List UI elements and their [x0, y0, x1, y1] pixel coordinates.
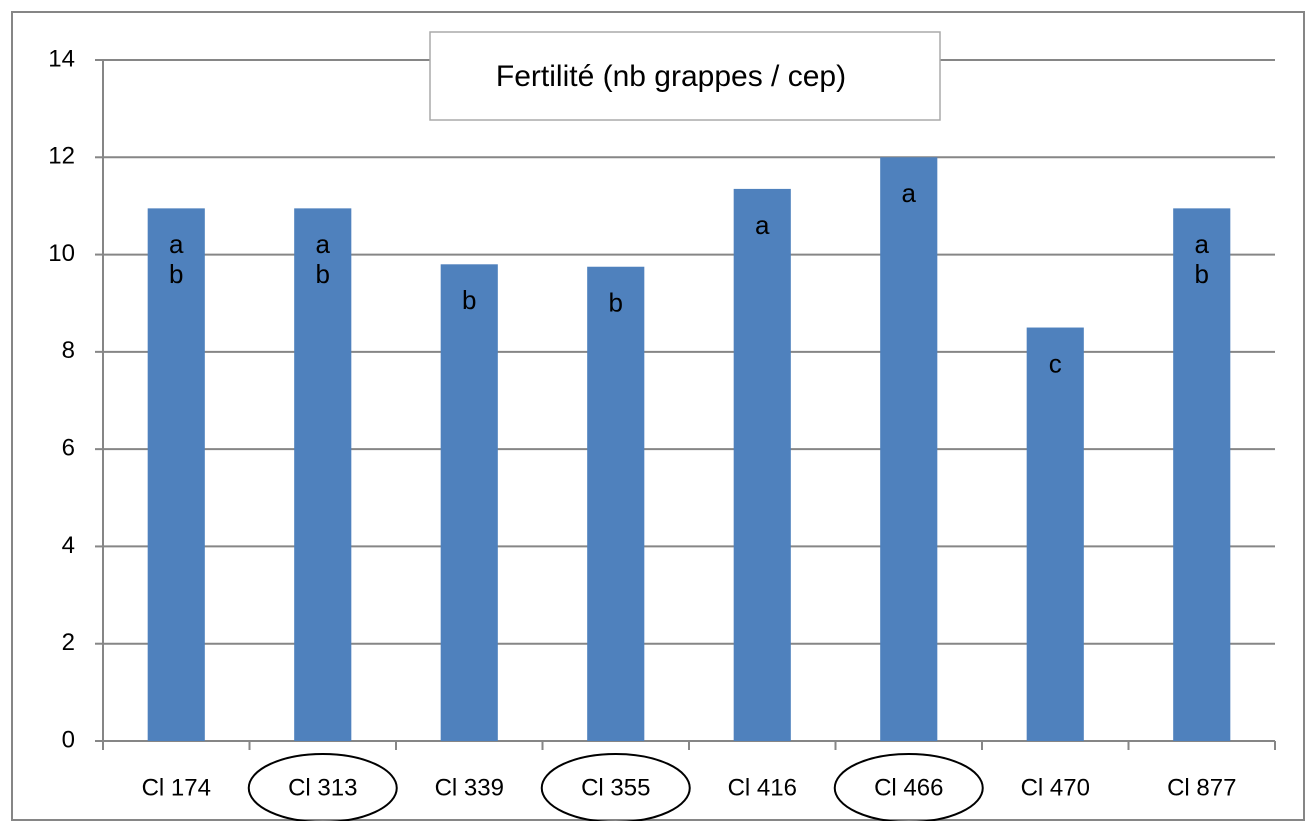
x-tick-label: Cl 174 [142, 774, 211, 801]
bar [1026, 327, 1084, 741]
group-label: b [609, 288, 623, 318]
x-tick-label: Cl 313 [288, 774, 357, 801]
y-tick-label: 12 [48, 143, 75, 170]
bar [440, 264, 498, 741]
y-tick-label: 4 [62, 532, 75, 559]
x-tick-label: Cl 416 [728, 774, 797, 801]
bar [880, 157, 938, 742]
group-label: a [902, 178, 917, 208]
group-label: a [1195, 229, 1210, 259]
bar [1173, 208, 1231, 741]
x-tick-label: Cl 355 [581, 774, 650, 801]
y-tick-label: 14 [48, 45, 75, 72]
y-tick-label: 10 [48, 240, 75, 267]
bar [587, 266, 645, 741]
group-label: b [169, 259, 183, 289]
x-tick-label: Cl 466 [874, 774, 943, 801]
y-tick-label: 8 [62, 337, 75, 364]
group-label: b [462, 285, 476, 315]
bar [147, 208, 205, 741]
group-label: c [1049, 348, 1062, 378]
x-tick-label: Cl 470 [1021, 774, 1090, 801]
y-tick-label: 0 [62, 726, 75, 753]
group-label: a [169, 229, 184, 259]
highlight-ellipse [247, 753, 398, 821]
x-tick-label: Cl 877 [1167, 774, 1236, 801]
chart-title: Fertilité (nb grappes / cep) [496, 60, 846, 93]
group-label: a [316, 229, 331, 259]
chart-border [11, 11, 1305, 821]
highlight-ellipse [540, 753, 691, 821]
y-tick-label: 2 [62, 629, 75, 656]
group-label: b [1195, 259, 1209, 289]
bar [733, 188, 791, 741]
title-box [429, 31, 941, 121]
x-tick-label: Cl 339 [435, 774, 504, 801]
group-label: a [755, 210, 770, 240]
highlight-ellipse [833, 753, 984, 821]
y-tick-label: 6 [62, 434, 75, 461]
group-label: b [316, 259, 330, 289]
bar [294, 208, 352, 741]
